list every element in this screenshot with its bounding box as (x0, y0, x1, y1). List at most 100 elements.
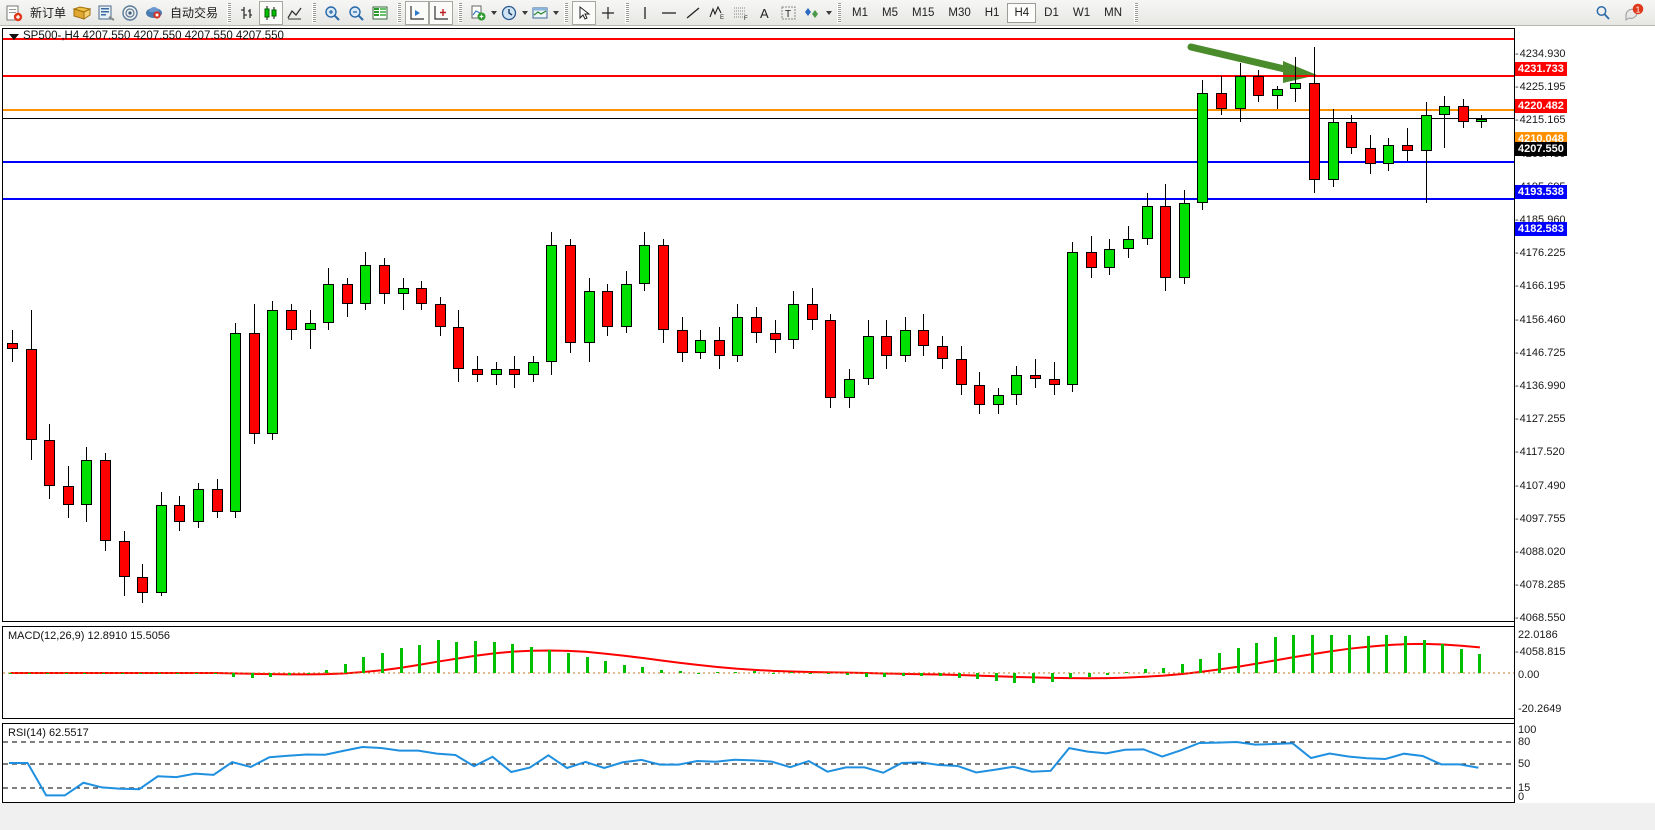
price-axis-line (1514, 54, 1515, 802)
macd-histogram-bar (1125, 671, 1128, 673)
candle-body-bear (676, 329, 688, 353)
indicators-button[interactable] (466, 1, 490, 25)
support-level-2[interactable]: 4182.583 (1515, 222, 1567, 236)
profiles-button[interactable] (70, 1, 94, 25)
candle-body-bear (472, 368, 483, 376)
candlestick (1253, 69, 1265, 103)
candlestick (1160, 183, 1172, 291)
vertical-line-button[interactable] (633, 1, 657, 25)
templates-caret-icon[interactable] (553, 10, 560, 15)
candle-body-bull (1439, 105, 1451, 116)
crosshair-button[interactable] (596, 1, 620, 25)
price-tick: 4107.490 (1515, 480, 1566, 492)
rsi-pane[interactable]: RSI(14) 62.5517 (2, 723, 1515, 803)
zoom-out-button[interactable] (344, 1, 368, 25)
price-tick: 4097.755 (1515, 513, 1566, 525)
chart-workspace[interactable]: SP500-,H4 4207.550 4207.550 4207.550 420… (0, 26, 1655, 830)
candlestick (695, 329, 707, 360)
zoom-in-button[interactable] (320, 1, 344, 25)
candlestick (1476, 115, 1488, 129)
timeframe-m30[interactable]: M30 (948, 6, 971, 19)
auto-scroll-button[interactable] (405, 0, 430, 25)
macd-pane[interactable]: MACD(12,26,9) 12.8910 15.5056 (2, 626, 1515, 719)
support-level-1[interactable]: 4193.538 (1515, 185, 1567, 199)
indicators-caret-icon[interactable] (491, 10, 498, 15)
fibonacci-button[interactable]: F (729, 1, 753, 25)
current-price[interactable]: 4207.550 (1515, 142, 1567, 156)
candle-body-bear (1085, 251, 1097, 269)
candlestick (211, 479, 223, 519)
shapes-button[interactable] (801, 1, 825, 25)
price-tick: 4156.460 (1515, 314, 1566, 326)
shapes-caret-icon[interactable] (826, 10, 833, 15)
candle-wick (1276, 86, 1278, 109)
timeframe-m5[interactable]: M5 (882, 6, 898, 19)
timeframe-h1[interactable]: H1 (984, 6, 1000, 19)
candle-body-bear (453, 326, 465, 369)
templates-button[interactable] (528, 1, 552, 25)
macd-histogram-bar (641, 667, 645, 673)
rsi-scale-15: 15 (1518, 782, 1531, 794)
candle-body-bull (732, 316, 744, 356)
timeframe-w1[interactable]: W1 (1072, 6, 1091, 19)
text-label-button[interactable]: T (777, 1, 801, 25)
shapes-icon (805, 7, 819, 18)
timeframe-h4[interactable]: H4 (1007, 2, 1037, 23)
candlestick (267, 300, 279, 441)
candlestick-chart-button[interactable] (259, 0, 284, 25)
macd-label: MACD(12,26,9) 12.8910 15.5056 (8, 630, 171, 642)
timeframe-m1[interactable]: M1 (852, 6, 869, 19)
resistance-level-1[interactable]: 4231.733 (1515, 62, 1567, 76)
timeframe-d1[interactable]: D1 (1044, 6, 1059, 19)
candlestick (100, 453, 111, 551)
trendline-button[interactable] (681, 1, 705, 25)
macd-histogram-bar (1069, 673, 1073, 679)
autotrading-button[interactable] (142, 1, 166, 25)
macd-histogram-bar (1348, 635, 1352, 673)
candle-body-bear (1030, 375, 1041, 379)
candle-body-bear (379, 264, 390, 295)
candlestick (676, 316, 688, 363)
timeframe-m15[interactable]: M15 (912, 6, 935, 19)
candle-body-bull (1234, 76, 1246, 109)
price-tick: 4225.195 (1515, 81, 1566, 93)
periods-button[interactable] (497, 1, 521, 25)
candle-wick (1481, 115, 1483, 129)
data-window-button[interactable] (368, 1, 392, 25)
new-order-button[interactable] (2, 1, 26, 25)
price-axis[interactable]: 4234.9304225.1954215.1654205.4304195.695… (1515, 48, 1655, 658)
price-tick: 4176.225 (1515, 247, 1566, 259)
horizontal-line-button[interactable] (657, 1, 681, 25)
price-pane[interactable]: SP500-,H4 4207.550 4207.550 4207.550 420… (2, 28, 1515, 622)
notifications-button[interactable]: 1 (1621, 1, 1647, 25)
current-price-line (3, 118, 1514, 119)
cursor-button[interactable] (572, 0, 597, 25)
candlestick (602, 284, 614, 337)
periods-caret-icon[interactable] (522, 10, 529, 15)
candlestick (248, 303, 260, 444)
search-button[interactable] (1591, 1, 1615, 25)
timeframe-mn[interactable]: MN (1104, 6, 1122, 19)
candlestick (918, 313, 930, 356)
chart-shift-button[interactable] (429, 0, 454, 25)
candlestick (379, 258, 390, 304)
candle-body-bull (844, 378, 855, 399)
candlestick (844, 368, 855, 408)
macd-histogram-bar (771, 673, 775, 674)
resistance-level-2[interactable]: 4220.482 (1515, 99, 1567, 113)
bar-chart-button[interactable] (235, 1, 259, 25)
candle-body-bear (974, 385, 986, 405)
elliott-wave-button[interactable]: E (705, 1, 729, 25)
triangle-down-icon[interactable] (9, 34, 19, 40)
market-watch-button[interactable] (94, 1, 118, 25)
candle-body-bear (806, 303, 818, 321)
candlestick (1104, 238, 1116, 275)
macd-histogram-bar (157, 673, 161, 674)
signals-button[interactable] (118, 1, 142, 25)
macd-histogram-bar (343, 664, 347, 673)
line-chart-button[interactable] (283, 1, 307, 25)
toolbar-separator (562, 2, 569, 23)
price-tick: 4136.990 (1515, 380, 1566, 392)
text-button[interactable]: A (753, 1, 777, 25)
macd-histogram-bar (64, 673, 68, 674)
